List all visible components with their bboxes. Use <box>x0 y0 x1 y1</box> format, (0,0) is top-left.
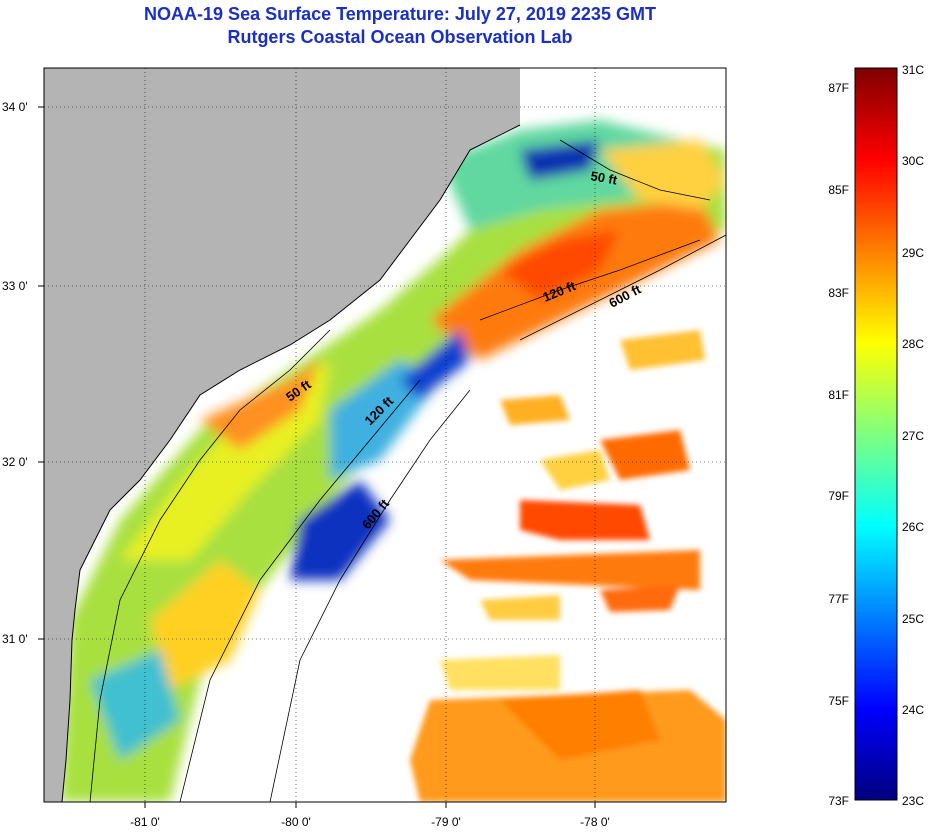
colorbar-label-c: 27C <box>902 429 924 443</box>
lon-tick-label: -78 0' <box>580 815 610 829</box>
colorbar-label-f: 87F <box>828 81 849 95</box>
contour-600ft <box>269 234 726 802</box>
colorbar-label-f: 81F <box>828 388 849 402</box>
colorbar-gradient <box>854 67 898 801</box>
colorbar-label-f: 73F <box>828 794 849 808</box>
contour-50ft <box>89 139 711 802</box>
lon-tick-label: -79 0' <box>431 815 461 829</box>
lat-tick-label: 32 0' <box>2 455 28 469</box>
map-title: NOAA-19 Sea Surface Temperature: July 27… <box>144 4 656 24</box>
lat-tick-label: 33 0' <box>2 279 28 293</box>
tick-marks <box>38 106 596 808</box>
lon-tick-label: -80 0' <box>281 815 311 829</box>
colorbar-label-c: 26C <box>902 520 924 534</box>
colorbar-label-c: 23C <box>902 794 924 808</box>
colorbar-label-f: 75F <box>828 694 849 708</box>
map-frame <box>43 67 727 803</box>
colorbar-label-f: 77F <box>828 592 849 606</box>
lon-tick-label: -81 0' <box>130 815 160 829</box>
map-subtitle: Rutgers Coastal Ocean Observation Lab <box>227 27 573 47</box>
coastline <box>61 124 521 802</box>
lat-tick-label: 31 0' <box>2 632 28 646</box>
contour-120ft <box>179 239 701 802</box>
colorbar-label-c: 25C <box>902 612 924 626</box>
colorbar-label-f: 85F <box>828 183 849 197</box>
sst-shelf-field <box>60 120 726 802</box>
colorbar-label-c: 29C <box>902 246 924 260</box>
lat-tick-label: 34 0' <box>2 100 28 114</box>
sst-offshore-field <box>410 330 726 802</box>
colorbar-label-c: 24C <box>902 703 924 717</box>
colorbar-label-c: 28C <box>902 337 924 351</box>
colorbar-label-f: 79F <box>828 489 849 503</box>
contour-label-50ft: 50 ft <box>589 168 619 188</box>
graticule <box>44 68 726 802</box>
colorbar-label-c: 31C <box>902 63 924 77</box>
colorbar-label-f: 83F <box>828 286 849 300</box>
colorbar-label-c: 30C <box>902 154 924 168</box>
